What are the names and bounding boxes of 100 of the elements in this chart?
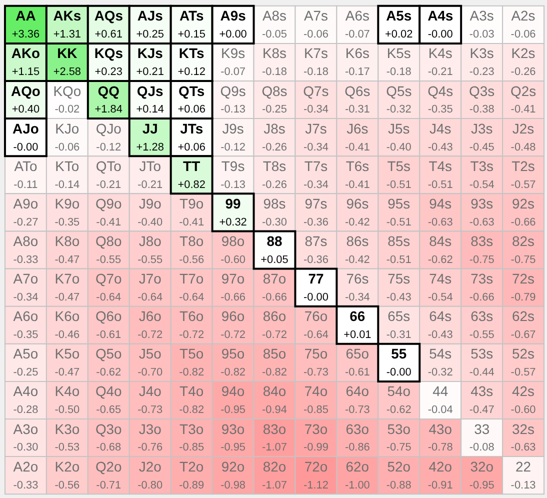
annotation: J2o	[138, 458, 162, 474]
data-label: -0.63	[428, 216, 453, 228]
data-label: -0.18	[303, 66, 328, 78]
data-label: -0.70	[138, 366, 163, 379]
data-label: -1.07	[262, 442, 287, 454]
annotation: 73o	[304, 420, 328, 437]
annotation: K4o	[54, 383, 80, 400]
annotation: AJo	[12, 120, 39, 136]
data-label: -0.00	[13, 141, 38, 154]
data-label: -0.28	[13, 404, 38, 416]
data-label: +0.40	[12, 104, 40, 116]
data-label: +1.31	[53, 28, 82, 41]
annotation: Q2o	[95, 458, 122, 474]
annotation: AKs	[53, 8, 82, 24]
annotation: 52o	[387, 458, 411, 474]
annotation: QJo	[96, 120, 122, 136]
data-label: -0.82	[179, 366, 204, 379]
annotation: QQ	[98, 82, 120, 99]
data-label: -0.41	[96, 216, 122, 228]
annotation: J9o	[138, 195, 162, 212]
annotation: Q3s	[469, 82, 495, 99]
annotation: 86o	[262, 308, 286, 324]
annotation: 92s	[512, 195, 535, 212]
data-label: -0.00	[428, 28, 453, 41]
annotation: Q8s	[262, 82, 288, 99]
data-label: -0.34	[13, 292, 38, 304]
annotation: 96o	[221, 308, 245, 324]
data-label: -0.66	[262, 292, 287, 304]
annotation: 84s	[429, 233, 452, 250]
annotation: Q7o	[95, 270, 122, 287]
annotation: AJs	[137, 8, 164, 24]
annotation: Q5o	[95, 346, 122, 362]
annotation: 32o	[470, 458, 494, 474]
annotation: 54o	[387, 383, 411, 400]
annotation: J7o	[138, 270, 162, 287]
annotation: KQs	[94, 45, 124, 62]
annotation: KTs	[178, 45, 204, 62]
annotation: 94o	[221, 383, 245, 400]
annotation: K4s	[428, 45, 452, 62]
data-label: -0.26	[262, 141, 287, 154]
data-label: -0.35	[428, 104, 453, 116]
data-label: -0.47	[54, 292, 80, 304]
annotation: 75o	[304, 346, 328, 362]
annotation: AA	[16, 8, 36, 24]
data-label: -1.12	[303, 479, 328, 492]
annotation: T7o	[180, 270, 204, 287]
data-label: -0.57	[510, 178, 536, 191]
data-label: -0.51	[428, 178, 453, 191]
data-label: +0.00	[219, 28, 247, 41]
annotation: KTo	[55, 158, 80, 174]
annotation: 87s	[304, 233, 328, 250]
data-label: -0.95	[220, 404, 246, 416]
annotation: 85o	[262, 346, 286, 362]
data-label: +0.25	[136, 28, 164, 41]
annotation: 53o	[387, 420, 411, 437]
data-label: -0.53	[54, 442, 80, 454]
annotation: KK	[57, 45, 78, 62]
annotation: 74s	[429, 270, 452, 287]
data-label: -0.95	[469, 479, 494, 492]
data-label: +0.21	[136, 66, 164, 78]
annotation: AQs	[94, 8, 124, 24]
data-label: -0.80	[138, 479, 163, 492]
annotation: Q6o	[95, 308, 122, 324]
data-label: -0.18	[386, 66, 412, 78]
annotation: KJs	[137, 45, 164, 62]
annotation: 54s	[429, 346, 452, 362]
annotation: 98s	[263, 195, 286, 212]
data-label: -0.32	[386, 104, 412, 116]
annotation: T5s	[387, 158, 411, 174]
annotation: 43o	[428, 420, 452, 437]
data-label: -0.72	[179, 329, 204, 342]
data-label: +0.15	[178, 28, 206, 41]
data-label: -0.73	[303, 366, 328, 379]
data-label: -0.51	[386, 178, 412, 191]
data-label: -0.85	[303, 404, 328, 416]
data-label: -0.73	[344, 404, 370, 416]
annotation: A4o	[13, 383, 38, 400]
annotation: J6o	[138, 308, 162, 324]
data-label: -0.64	[179, 292, 204, 304]
annotation: JJ	[142, 120, 158, 136]
annotation: T3o	[180, 420, 204, 437]
annotation: J2s	[512, 120, 534, 136]
data-label: -0.41	[179, 216, 204, 228]
annotation: T3s	[470, 158, 494, 174]
annotation: 97s	[304, 195, 328, 212]
annotation: J8s	[264, 120, 286, 136]
annotation: K2o	[54, 458, 80, 474]
data-label: -0.72	[262, 329, 287, 342]
data-label: +2.58	[53, 66, 82, 78]
data-label: -0.41	[344, 141, 370, 154]
data-label: -0.35	[13, 329, 38, 342]
data-label: -0.61	[96, 329, 122, 342]
annotation: Q4o	[95, 383, 122, 400]
data-label: -0.42	[344, 216, 370, 228]
annotation: 43s	[470, 383, 494, 400]
annotation: K8o	[54, 233, 80, 250]
annotation: J3s	[470, 120, 493, 136]
data-label: -0.00	[303, 292, 328, 304]
data-label: -0.62	[96, 366, 122, 379]
annotation: TT	[183, 158, 201, 174]
